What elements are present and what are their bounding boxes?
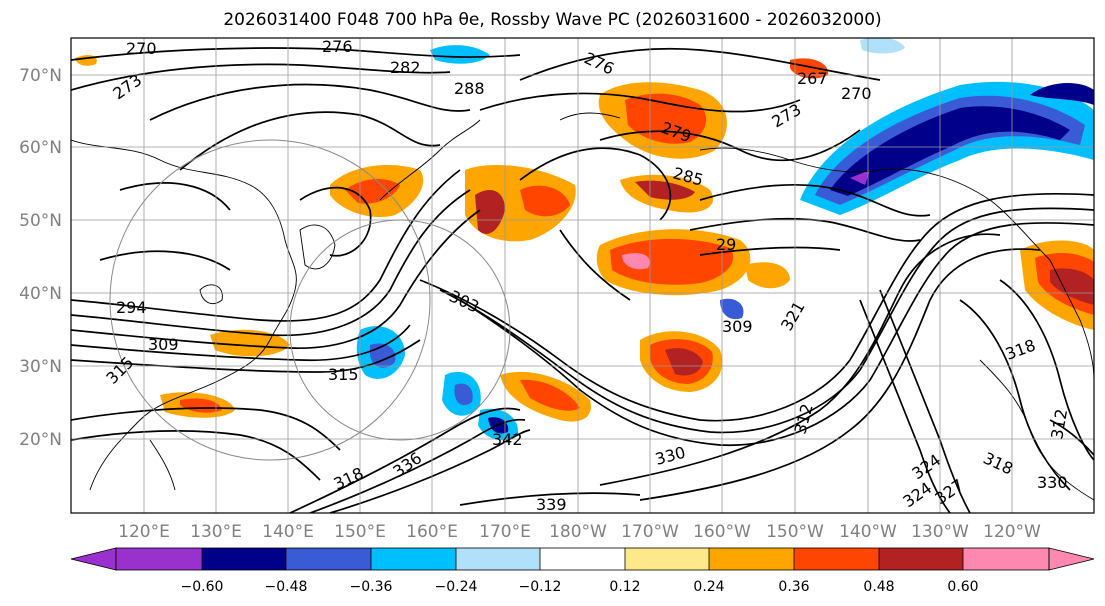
lon-label: 170°W	[621, 522, 679, 542]
map-title: 2026031400 F048 700 hPa θe, Rossby Wave …	[223, 10, 882, 30]
lon-label: 150°W	[766, 522, 824, 542]
colorbar-segment	[456, 548, 540, 570]
colorbar-segment	[963, 548, 1049, 570]
colorbar-tick-label: −0.60	[181, 579, 224, 595]
colorbar: −0.60 −0.48 −0.36 −0.24 −0.12 0.12 0.24 …	[70, 547, 1095, 595]
colorbar-extend-max	[1048, 547, 1095, 571]
lon-labels: 120°E 130°E 140°E 150°E 160°E 170°E 180°…	[118, 522, 1041, 542]
graticule-layer	[71, 38, 1094, 513]
colorbar-segment	[709, 548, 794, 570]
colorbar-frame	[115, 547, 1050, 571]
contour-label: 282	[390, 58, 421, 77]
contour-label: 330	[1037, 473, 1068, 492]
lon-label: 120°W	[983, 522, 1041, 542]
colorbar-segment	[794, 548, 879, 570]
colorbar-tick-label: 0.12	[609, 579, 640, 595]
colorbar-segment	[116, 548, 202, 570]
map-title-area: 2026031400 F048 700 hPa θe, Rossby Wave …	[0, 0, 1105, 34]
lon-label: 130°W	[911, 522, 969, 542]
colorbar-segment	[286, 548, 371, 570]
contour-label: 309	[722, 317, 753, 336]
colorbar-extend-min	[70, 547, 117, 571]
colorbar-tick-label: 0.48	[863, 579, 894, 595]
lon-label: 140°E	[262, 522, 314, 542]
lon-label: 120°E	[118, 522, 170, 542]
contour-label: 309	[148, 335, 179, 354]
lat-label: 50°N	[19, 211, 62, 231]
colorbar-tick-labels: −0.60 −0.48 −0.36 −0.24 −0.12 0.12 0.24 …	[181, 579, 979, 595]
map-panel: 270 276 282 288 276 267 270 273 273 279 …	[71, 37, 1094, 514]
contour-label: 29	[716, 235, 736, 254]
colorbar-tick-label: −0.12	[519, 579, 562, 595]
colorbar-ticks	[201, 548, 964, 570]
lon-label: 180°W	[549, 522, 607, 542]
colorbar-tick-label: −0.36	[350, 579, 393, 595]
colorbar-segment	[202, 548, 286, 570]
colorbar-tick-label: −0.48	[265, 579, 308, 595]
lon-label: 170°E	[479, 522, 531, 542]
colorbar-tick-label: 0.60	[947, 579, 978, 595]
map-frame	[70, 37, 1095, 514]
colorbar-tick-label: 0.36	[778, 579, 809, 595]
contour-label: 270	[126, 39, 157, 58]
colorbar-segment	[540, 548, 625, 570]
colorbar-tick-label: −0.24	[435, 579, 478, 595]
lat-label: 60°N	[19, 138, 62, 158]
lat-label: 20°N	[19, 430, 62, 450]
lat-label: 30°N	[19, 357, 62, 377]
colorbar-segment	[625, 548, 709, 570]
coastline-layer	[71, 112, 1094, 501]
lon-label: 140°W	[839, 522, 897, 542]
contour-label: 267	[797, 69, 828, 88]
colorbar-tick-label: 0.24	[693, 579, 724, 595]
lon-label: 130°E	[190, 522, 242, 542]
lat-label: 70°N	[19, 66, 62, 86]
contour-label: 276	[322, 37, 353, 56]
contour-label: 294	[116, 298, 147, 317]
contour-label: 315	[328, 365, 359, 384]
lon-label: 160°W	[693, 522, 751, 542]
colorbar-segment	[879, 548, 963, 570]
lat-labels: 70°N 60°N 50°N 40°N 30°N 20°N	[19, 66, 62, 450]
lat-label: 40°N	[19, 284, 62, 304]
lon-label: 150°E	[334, 522, 386, 542]
contour-label: 342	[492, 430, 523, 449]
contour-layer	[71, 47, 1094, 513]
colorbar-segment	[371, 548, 456, 570]
contour-label: 270	[841, 84, 872, 103]
lon-label: 160°E	[406, 522, 458, 542]
contour-label: 339	[536, 495, 567, 514]
contour-label: 288	[454, 79, 485, 98]
